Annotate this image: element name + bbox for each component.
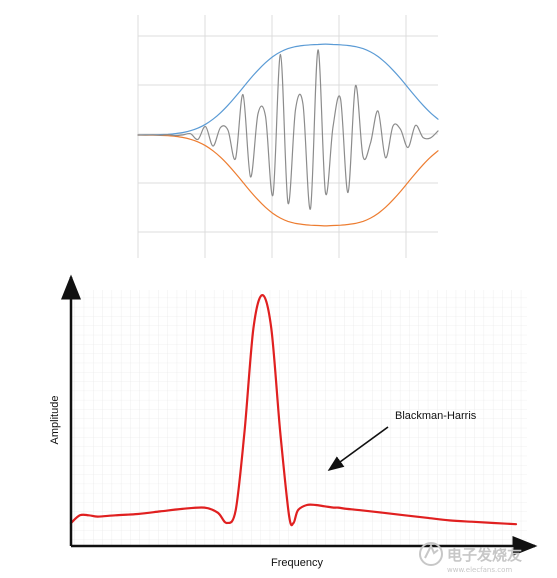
bottom-chart-grid <box>72 290 527 546</box>
annotation-label: Blackman-Harris <box>395 410 477 422</box>
top-chart-series <box>137 43 439 227</box>
top-series-1 <box>137 43 439 136</box>
watermark-logo-icon <box>419 542 443 566</box>
x-axis-label: Frequency <box>271 557 323 569</box>
bottom-chart-series <box>69 294 518 527</box>
watermark-text: 电子发烧友 <box>447 546 522 564</box>
frequency-response-chart: Amplitude Frequency Blackman-Harris <box>49 274 538 569</box>
annotation-arrow <box>327 426 389 471</box>
top-series-3 <box>137 49 439 210</box>
top-chart-grid <box>137 15 438 258</box>
watermark-subtext: www.elecfans.com <box>447 566 512 574</box>
windowed-wave-chart <box>137 15 439 258</box>
top-series-2 <box>137 134 439 227</box>
bottom-series-1 <box>69 294 518 527</box>
watermark: 电子发烧友 www.elecfans.com <box>419 542 522 574</box>
y-axis-label: Amplitude <box>49 396 61 445</box>
